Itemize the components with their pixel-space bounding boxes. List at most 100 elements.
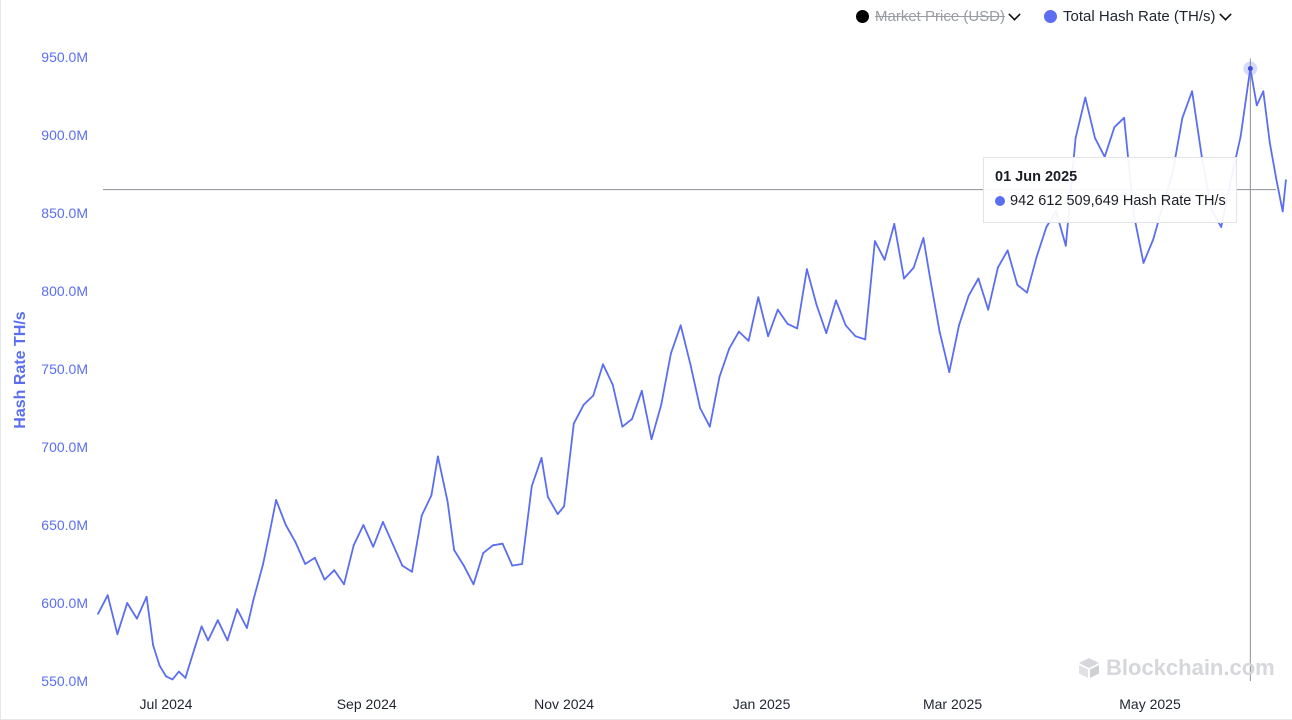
data-point [294,541,297,544]
data-point [640,389,643,392]
x-tick-label: May 2025 [1119,696,1181,712]
data-point [352,544,355,547]
data-point [372,545,375,548]
data-point [437,455,439,458]
data-point [592,394,595,397]
data-point [1026,291,1028,294]
data-point [1275,177,1278,180]
data-point [391,542,394,545]
data-point [621,425,624,428]
data-point [1064,244,1067,247]
x-tick-label: Mar 2025 [923,696,982,712]
data-point [563,505,565,508]
data-point [912,266,915,269]
market-price-dot-icon [856,10,869,23]
data-point [501,542,504,545]
data-point [333,569,336,572]
data-point [521,563,523,565]
data-point [1074,137,1077,140]
data-point [1016,283,1019,286]
data-point [145,595,148,598]
y-tick-label: 600.0M [41,595,88,611]
data-point [977,277,980,280]
y-axis: 950.0M 900.0M 850.0M 800.0M 750.0M 700.0M 650.… [41,49,88,689]
data-point [207,639,210,642]
data-point [1181,116,1184,119]
legend-item-market-price[interactable]: Market Price (USD) [856,8,1021,25]
legend-item-hash-rate[interactable]: Total Hash Rate (TH/s) [1044,8,1232,25]
tooltip-value: 942 612 509,649 [1010,193,1119,209]
data-point [806,268,808,271]
data-point [1191,90,1193,93]
data-point [401,564,404,567]
data-point [200,625,203,628]
data-point [938,330,941,333]
x-tick-label: Sep 2024 [337,696,397,712]
data-point [883,258,886,261]
data-point [268,531,271,534]
data-point [178,670,180,673]
data-point [171,678,174,681]
data-point [252,599,255,601]
y-tick-label: 800.0M [41,283,88,299]
data-point [815,304,818,306]
data-point [1262,90,1265,93]
data-point [411,570,413,573]
data-point [786,322,789,325]
data-point [1006,249,1009,252]
data-point [165,675,167,678]
data-point [97,613,99,615]
data-point [699,407,701,409]
data-point [462,564,465,567]
data-point [275,499,277,501]
data-point [420,514,423,517]
data-point [216,619,219,622]
data-point [430,494,433,497]
data-point [126,602,129,604]
data-point [262,563,264,565]
y-tick-label: 900.0M [41,127,88,143]
data-point [304,563,307,565]
data-point [1094,137,1096,140]
data-point [631,418,633,420]
x-tick-label: Jan 2025 [733,696,791,712]
data-point [1035,255,1038,258]
chart-legend: Market Price (USD) Total Hash Rate (TH/s… [856,8,1232,25]
data-point [708,425,711,428]
data-point [362,524,365,526]
data-point [152,644,155,646]
data-point [670,352,672,355]
data-point [136,617,138,620]
data-point [1220,226,1223,228]
data-point [864,338,867,341]
data-point [194,645,197,648]
x-tick-label: Nov 2024 [534,696,594,712]
tooltip-series-dot-icon [995,196,1005,206]
data-point [492,544,494,547]
y-axis-title: Hash Rate TH/s [12,311,29,428]
data-point [689,363,692,366]
y-tick-label: 750.0M [41,361,88,377]
data-point [1285,179,1287,182]
data-point [747,340,750,342]
data-point [556,513,559,515]
data-point [728,347,731,350]
data-point [1123,116,1125,119]
data-point [106,594,109,597]
data-point [738,330,740,333]
data-point [611,383,614,386]
y-tick-label: 950.0M [41,49,88,65]
hover-point[interactable] [1247,66,1253,72]
data-point [236,608,239,611]
data-point [246,627,248,629]
x-tick-label: Jul 2024 [140,696,193,712]
tooltip-unit: Hash Rate TH/s [1122,193,1226,209]
data-point [226,639,229,642]
data-point [958,324,960,327]
data-point [922,237,925,239]
data-point [323,578,326,581]
data-point [1281,210,1284,213]
data-point [314,556,316,559]
data-point [547,496,549,498]
